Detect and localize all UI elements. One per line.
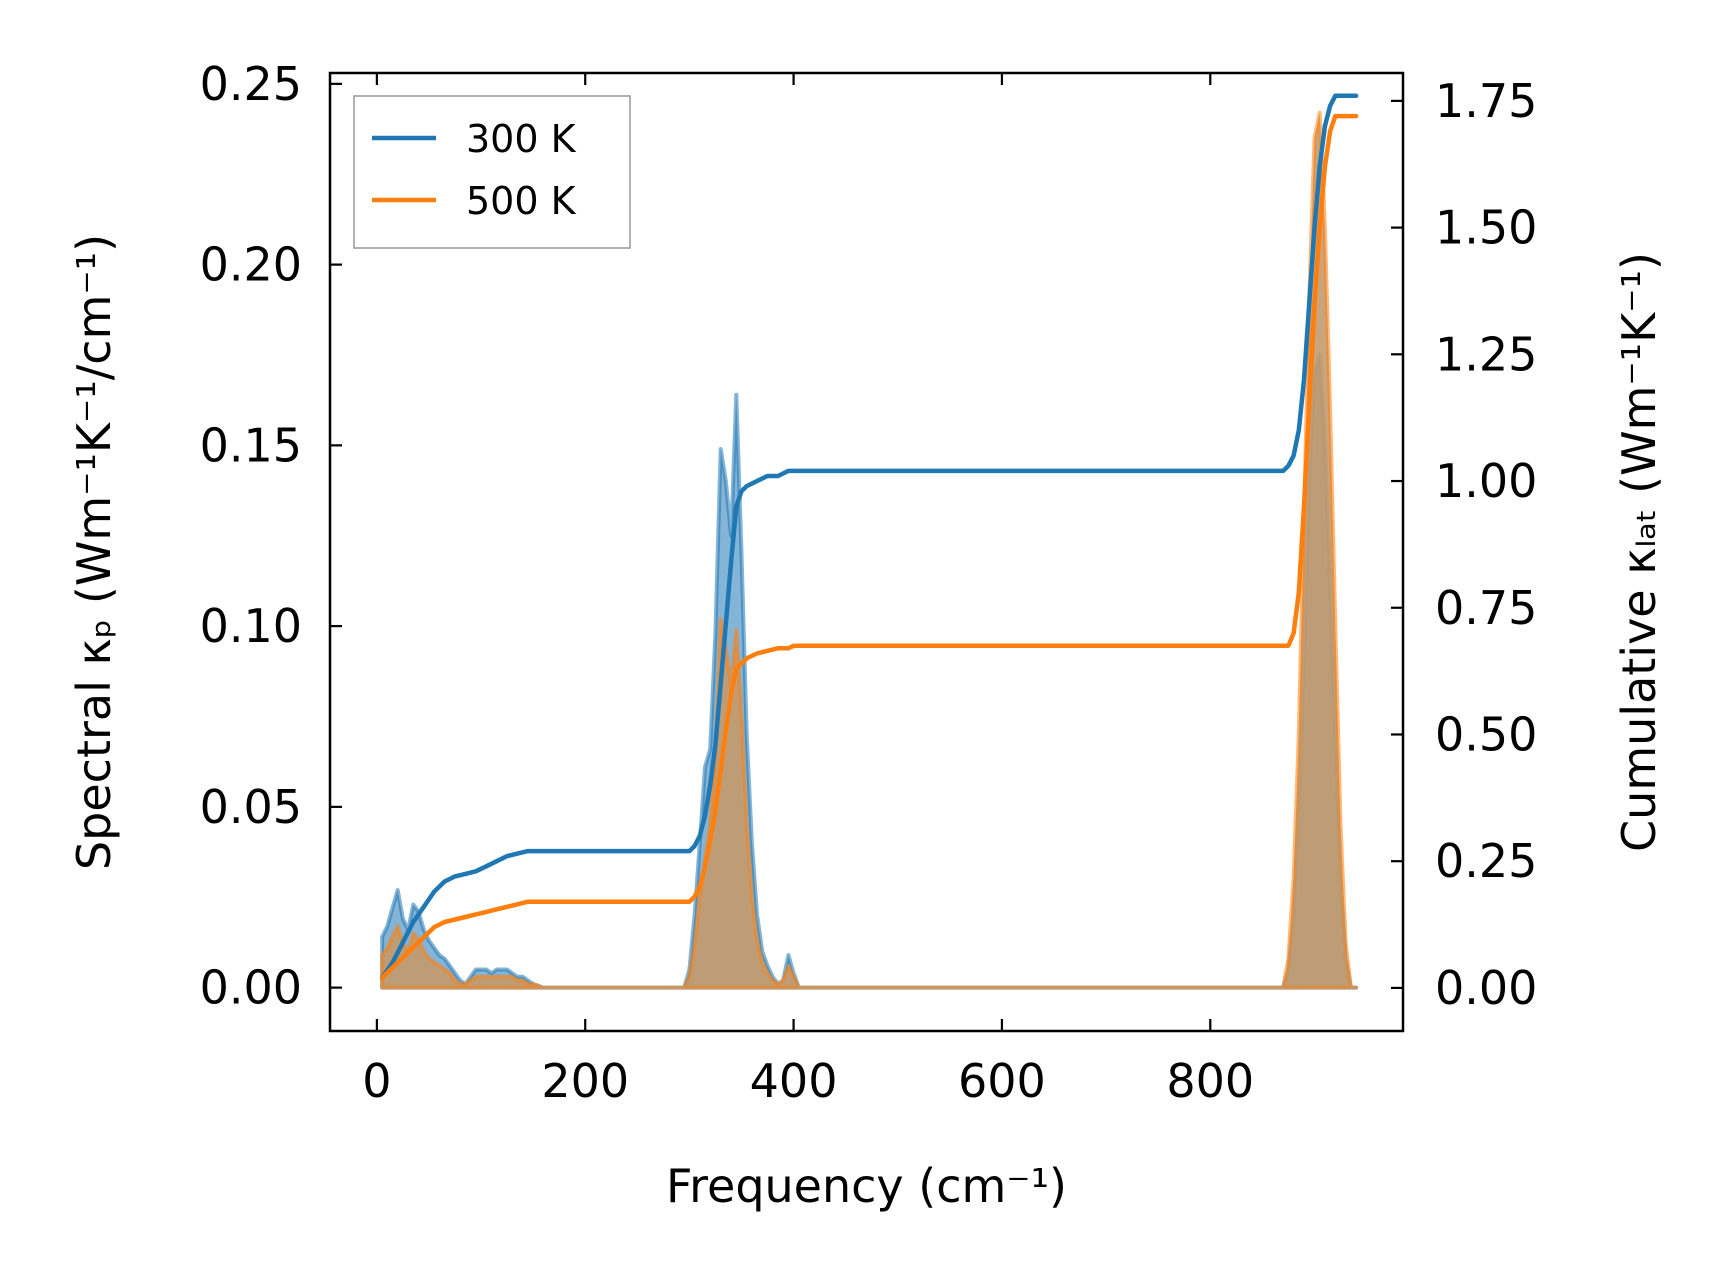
y2-tick-label-7: 1.75: [1435, 74, 1537, 128]
y-tick-label-0: 0.00: [200, 961, 302, 1015]
y2-tick-label-6: 1.50: [1435, 201, 1537, 255]
x-tick-label-0: 0: [362, 1054, 391, 1108]
y2-tick-label-2: 0.50: [1435, 707, 1537, 761]
y-tick-label-1: 0.05: [200, 780, 302, 834]
y2-tick-label-5: 1.25: [1435, 327, 1537, 381]
legend: 300 K 500 K: [353, 95, 631, 249]
y-tick-label-2: 0.10: [200, 599, 302, 653]
x-tick-label-3: 600: [958, 1054, 1046, 1108]
legend-box: [353, 95, 631, 249]
cumulative-line-0: [379, 93, 1359, 981]
x-tick-label-4: 800: [1166, 1054, 1254, 1108]
cumulative-line-1: [379, 113, 1359, 981]
y-tick-label-4: 0.20: [200, 238, 302, 292]
y2-axis-label: Cumulative κₗₐₜ (Wm⁻¹K⁻¹): [1612, 252, 1666, 852]
legend-label-1: 500 K: [466, 179, 577, 223]
y-tick-label-5: 0.25: [200, 57, 302, 111]
y2-tick-label-3: 0.75: [1435, 581, 1537, 635]
legend-label-0: 300 K: [466, 117, 577, 161]
y2-tick-label-0: 0.00: [1435, 961, 1537, 1015]
y2-tick-label-1: 0.25: [1435, 834, 1537, 888]
y2-tick-label-4: 1.00: [1435, 454, 1537, 508]
cumulative-lines: [379, 93, 1359, 981]
y-axis-label: Spectral κₚ (Wm⁻¹K⁻¹/cm⁻¹): [67, 234, 121, 870]
x-tick-label-1: 200: [541, 1054, 629, 1108]
spectral-area-1: [380, 110, 1359, 990]
plot-frame: [328, 71, 1405, 1033]
spectral-areas: [380, 110, 1359, 990]
x-axis-label: Frequency (cm⁻¹): [666, 1159, 1067, 1213]
y-tick-label-3: 0.15: [200, 418, 302, 472]
axis-ticks: 0 200 400 600 800 0.00 0.05 0.10 0.15 0.20 0.25 0.0…: [200, 57, 1538, 1108]
x-tick-label-2: 400: [750, 1054, 838, 1108]
